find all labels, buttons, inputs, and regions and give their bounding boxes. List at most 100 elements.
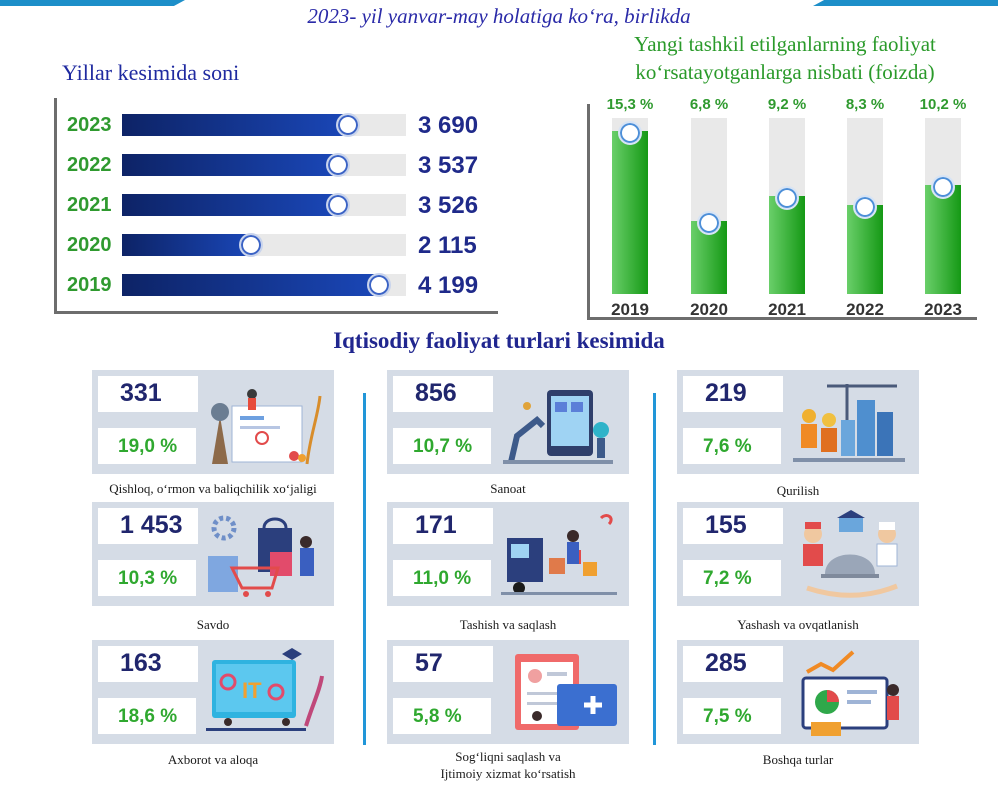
column-percent-label: 9,2 % <box>767 96 807 113</box>
sector-count: 57 <box>393 646 493 682</box>
column-fill <box>925 185 961 294</box>
bar-track <box>122 233 406 257</box>
bar-value-label: 3 690 <box>418 112 479 139</box>
ratio-chart-title-line1: Yangi tashkil etilganlarning faoliyat <box>634 32 936 56</box>
bar-value-label: 3 526 <box>418 192 479 219</box>
sector-percent: 7,5 % <box>683 698 781 734</box>
column-year-label: 2019 <box>611 300 649 319</box>
column-year-label: 2021 <box>768 300 806 319</box>
sector-label-health-line2: Ijtimoiy xizmat ko‘rsatish <box>440 766 576 781</box>
bar-value-label: 4 199 <box>418 272 479 299</box>
bar-fill <box>122 154 340 176</box>
sector-label-industry: Sanoat <box>490 481 526 496</box>
sector-card-trade: 1 453 10,3 % <box>92 502 334 606</box>
sector-percent: 11,0 % <box>393 560 491 596</box>
it-icon: IT <box>206 648 324 731</box>
sector-percent: 18,6 % <box>98 698 196 734</box>
svg-text:IT: IT <box>242 678 262 703</box>
bar-year-label: 2019 <box>67 274 112 296</box>
sector-card-health: 57 5,8 % <box>387 640 629 744</box>
bar-knob <box>367 273 391 297</box>
bar-row-2022: 2022 3 537 <box>63 152 493 179</box>
column-year-label: 2020 <box>690 300 728 319</box>
agriculture-icon <box>211 389 322 465</box>
industry-robot-icon <box>503 390 613 464</box>
sector-percent: 7,2 % <box>683 560 781 596</box>
ratio-chart-title-line2: ko‘rsatayotganlarga nisbati (foizda) <box>635 60 935 84</box>
sector-count: 163 <box>98 646 198 682</box>
sector-percent: 10,3 % <box>98 560 196 596</box>
sector-count: 856 <box>393 376 493 412</box>
sector-label-transport: Tashish va saqlash <box>459 617 557 632</box>
sector-label-agriculture: Qishloq, o‘rmon va baliqchilik xo‘jaligi <box>109 481 317 496</box>
sector-count: 155 <box>683 508 783 544</box>
sector-card-construction: 219 7,6 % <box>677 370 919 474</box>
ratio-chart-title: Yangi tashkil etilganlarning faoliyat ko… <box>590 30 980 86</box>
sector-card-industry: 856 10,7 % <box>387 370 629 474</box>
bar-year-label: 2021 <box>67 194 112 216</box>
bar-fill <box>122 234 253 256</box>
bar-year-label: 2020 <box>67 234 112 256</box>
column-percent-label: 10,2 % <box>919 96 967 113</box>
column-knob <box>775 186 799 210</box>
bar-value-label: 2 115 <box>418 232 477 259</box>
sector-count: 285 <box>683 646 783 682</box>
healthcare-icon <box>515 654 617 730</box>
bar-row-2023: 2023 3 690 <box>63 112 493 139</box>
column-track <box>847 118 883 294</box>
column-divider <box>363 393 366 745</box>
bar-track <box>122 113 406 137</box>
bar-knob <box>326 193 350 217</box>
column-knob <box>618 121 642 145</box>
sector-label-ict: Axborot va aloqa <box>167 752 259 767</box>
sector-label-health: Sog‘liqni saqlash va Ijtimoiy xizmat ko‘… <box>358 748 658 782</box>
bar-fill <box>122 274 381 296</box>
column-track <box>769 118 805 294</box>
bar-knob <box>239 233 263 257</box>
sector-label-hospitality: Yashash va ovqatlanish <box>737 617 859 632</box>
bar-row-2020: 2020 2 115 <box>63 232 493 259</box>
page-title: 2023- yil yanvar-may holatiga ko‘ra, bir… <box>307 4 691 28</box>
sector-count: 331 <box>98 376 198 412</box>
sector-card-ict: 163 18,6 % IT <box>92 640 334 744</box>
column-percent-label: 15,3 % <box>606 96 654 113</box>
column-divider <box>653 393 656 745</box>
column-knob <box>931 175 955 199</box>
sector-card-agriculture: 331 19,0 % <box>92 370 334 474</box>
bar-knob <box>336 113 360 137</box>
years-bar-chart: 2023 3 690 2022 3 537 2021 3 526 2020 2 … <box>54 98 498 314</box>
shopping-icon <box>208 515 314 597</box>
sector-card-other: 285 7,5 % <box>677 640 919 744</box>
bar-track <box>122 153 406 177</box>
column-track <box>925 118 961 294</box>
sector-label-trade: Savdo <box>196 617 230 632</box>
sectors-title: Iqtisodiy faoliyat turlari kesimida <box>333 328 665 353</box>
sector-label-health-line1: Sog‘liqni saqlash va <box>455 749 561 764</box>
column-year-label: 2023 <box>924 300 962 319</box>
column-fill <box>769 196 805 294</box>
column-percent-label: 8,3 % <box>845 96 885 113</box>
analytics-icon <box>801 650 899 736</box>
bar-knob <box>326 153 350 177</box>
sector-card-transport: 171 11,0 % <box>387 502 629 606</box>
sector-count: 1 453 <box>98 508 198 544</box>
column-fill <box>612 131 648 294</box>
corner-decoration-left <box>0 0 185 6</box>
column-year-label: 2022 <box>846 300 884 319</box>
sector-percent: 10,7 % <box>393 428 491 464</box>
sector-percent: 7,6 % <box>683 428 781 464</box>
sector-percent: 19,0 % <box>98 428 196 464</box>
sector-count: 219 <box>683 376 783 412</box>
column-percent-label: 6,8 % <box>689 96 729 113</box>
column-track <box>612 118 648 294</box>
ratio-bar-chart: 15,3 % 2019 6,8 % 2020 9,2 % 2021 8,3 % … <box>587 96 977 320</box>
column-knob <box>853 195 877 219</box>
construction-icon <box>793 384 905 462</box>
sector-label-construction: Qurilish <box>776 483 820 498</box>
bar-fill <box>122 194 340 216</box>
column-fill <box>847 205 883 294</box>
bar-row-2019: 2019 4 199 <box>63 272 493 299</box>
bar-track <box>122 193 406 217</box>
column-track <box>691 118 727 294</box>
corner-decoration-right <box>813 0 998 6</box>
